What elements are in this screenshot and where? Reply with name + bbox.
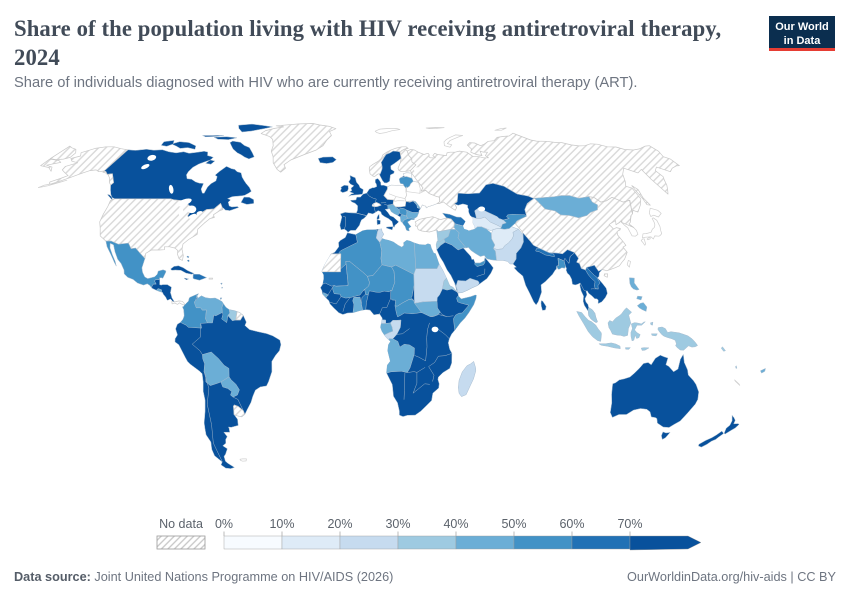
svg-text:30%: 30% (385, 517, 410, 531)
svg-text:10%: 10% (269, 517, 294, 531)
svg-text:60%: 60% (559, 517, 584, 531)
svg-text:40%: 40% (443, 517, 468, 531)
svg-text:20%: 20% (327, 517, 352, 531)
svg-text:50%: 50% (501, 517, 526, 531)
svg-text:No data: No data (159, 517, 203, 531)
svg-text:0%: 0% (215, 517, 233, 531)
svg-text:70%: 70% (617, 517, 642, 531)
